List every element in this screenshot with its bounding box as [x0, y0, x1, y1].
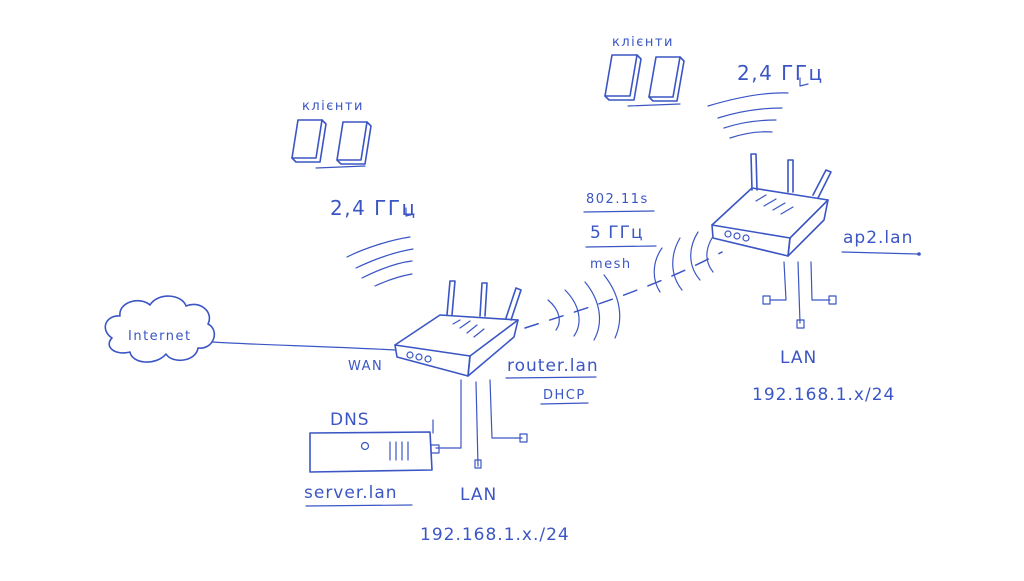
- main-router: [394, 280, 528, 469]
- router-name-underline: [505, 376, 597, 379]
- mesh-waves-left: [547, 274, 621, 341]
- mesh-link-line: [524, 251, 723, 329]
- access-point: [711, 153, 837, 329]
- right-wifi-waves: [707, 92, 789, 139]
- wan-cable: [211, 341, 396, 351]
- right-client-device-2: [648, 56, 685, 102]
- mesh-band-underline: [585, 245, 657, 248]
- left-client-device-2: [336, 121, 372, 165]
- left-wifi-band: 2,4 ГГц: [330, 196, 417, 220]
- mesh-waves-right: [653, 231, 714, 293]
- ap-name: ap2.lan: [843, 228, 913, 248]
- internet-label: Internet: [128, 329, 192, 344]
- mesh-band: 5 ГГц: [590, 223, 644, 243]
- left-wifi-waves: [346, 236, 414, 287]
- mesh-label: mesh: [590, 257, 632, 272]
- left-client-device-1: [291, 119, 327, 163]
- right-clients-label: клієнти: [612, 35, 674, 50]
- left-wifi-band-mark: [405, 207, 415, 217]
- right-wifi-band: 2,4 ГГц: [737, 61, 824, 85]
- ap-name-underline: [841, 251, 919, 255]
- internet-cloud: Internet: [104, 295, 216, 363]
- router-name: router.lan: [507, 356, 599, 376]
- ap-subnet: 192.168.1.x/24: [752, 385, 895, 405]
- main-lan-label: LAN: [460, 485, 497, 505]
- left-clients: клієнти: [291, 99, 372, 169]
- server-service: DNS: [330, 410, 370, 430]
- server-name: server.lan: [304, 483, 398, 503]
- main-subnet: 192.168.1.x./24: [420, 525, 570, 545]
- mesh-standard: 802.11s: [586, 192, 649, 207]
- left-clients-label: клієнти: [302, 99, 364, 114]
- ap-name-underline-dot: [917, 252, 921, 256]
- mesh-standard-underline: [583, 210, 655, 213]
- right-client-device-1: [604, 54, 642, 101]
- router-role: DHCP: [543, 388, 586, 403]
- right-wifi-band-mark: [799, 77, 809, 87]
- router-role-underline: [540, 402, 589, 405]
- server: DNS server.lan: [304, 410, 440, 507]
- ap-lan-label: LAN: [780, 348, 817, 368]
- wan-label: WAN: [348, 359, 383, 374]
- right-clients: клієнти: [604, 35, 685, 107]
